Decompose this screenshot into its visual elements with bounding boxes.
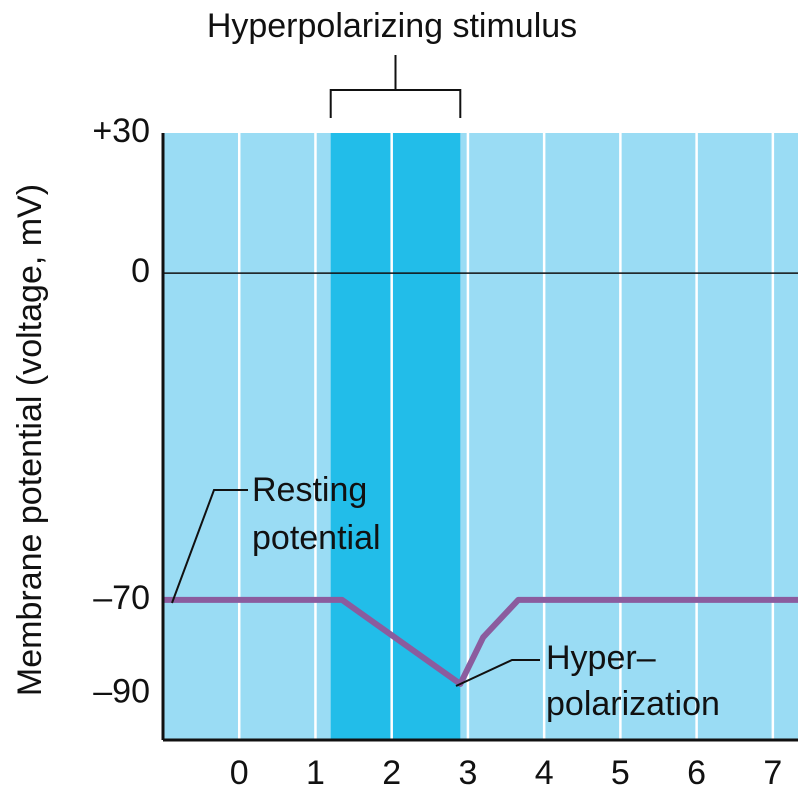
x-tick-label: 6	[687, 754, 706, 792]
stimulus-bracket	[329, 55, 462, 118]
y-tick-label: +30	[92, 112, 150, 150]
stimulus-band	[330, 133, 461, 740]
x-tick-label: 2	[382, 754, 401, 792]
x-tick-label: 1	[306, 754, 325, 792]
annotation: potential	[252, 519, 381, 557]
x-tick-label: 3	[458, 754, 477, 792]
chart-title: Hyperpolarizing stimulus	[207, 7, 577, 45]
leader-line	[455, 659, 540, 687]
annotation: Resting	[252, 471, 367, 509]
y-tick-label: 0	[131, 252, 150, 290]
y-tick-label: –70	[93, 579, 150, 617]
leader-line	[171, 489, 248, 604]
plot	[163, 133, 798, 740]
x-tick-label: 7	[763, 754, 782, 792]
annotation: Hyper–	[546, 639, 656, 677]
x-tick-label: 0	[230, 754, 249, 792]
y-tick-label: –90	[93, 672, 150, 710]
x-tick-label: 4	[535, 754, 554, 792]
data-line	[163, 596, 798, 687]
annotation: polarization	[546, 685, 720, 723]
y-axis-label: Membrane potential (voltage, mV)	[11, 184, 49, 696]
x-tick-label: 5	[611, 754, 630, 792]
